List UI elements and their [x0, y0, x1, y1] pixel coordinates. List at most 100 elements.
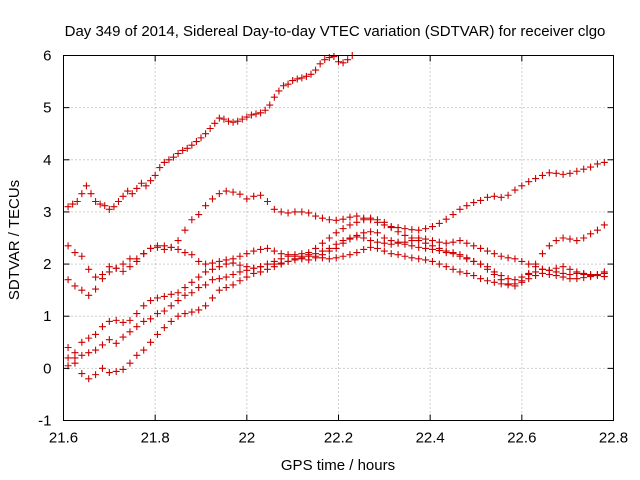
data-point — [195, 273, 203, 281]
data-point — [456, 205, 464, 213]
plot-frame — [63, 55, 614, 421]
y-tick-label: 2 — [43, 256, 51, 273]
data-point — [64, 203, 72, 211]
data-point — [78, 286, 86, 294]
data-point — [202, 260, 210, 268]
data-point — [600, 273, 608, 281]
data-point — [174, 150, 182, 158]
data-point — [353, 218, 361, 226]
data-point — [428, 237, 436, 245]
data-point — [78, 370, 86, 378]
data-point — [428, 257, 436, 265]
data-point — [160, 324, 168, 332]
data-point — [167, 290, 175, 298]
data-point — [243, 250, 251, 258]
axis-ticks: 21.6 21.8 22 22.2 22.4 22.6 22.8 -1 0 1 2 3 4 5 6 — [38, 48, 628, 447]
data-point — [312, 212, 320, 220]
data-point — [325, 244, 333, 252]
data-point — [257, 263, 265, 271]
data-point — [211, 119, 219, 127]
data-point — [325, 234, 333, 242]
data-point — [284, 80, 292, 88]
data-point — [470, 257, 478, 265]
data-point — [202, 302, 210, 310]
data-point — [119, 318, 127, 326]
data-point — [422, 256, 430, 264]
x-tick-label: 22.2 — [324, 430, 353, 447]
x-axis-label: GPS time / hours — [281, 457, 395, 474]
data-point — [291, 208, 299, 216]
data-point — [92, 371, 100, 379]
data-point — [346, 251, 354, 259]
data-point — [497, 276, 505, 284]
data-point — [270, 205, 278, 213]
data-point — [119, 333, 127, 341]
data-point — [298, 208, 306, 216]
data-point — [215, 114, 223, 122]
data-point — [147, 315, 155, 323]
data-point — [346, 234, 354, 242]
data-point — [435, 238, 443, 246]
data-point — [222, 187, 230, 195]
data-point — [208, 265, 216, 273]
data-point — [64, 242, 72, 250]
data-point — [195, 284, 203, 292]
data-point — [105, 263, 113, 271]
data-point — [477, 260, 485, 268]
data-point — [483, 265, 491, 273]
data-point — [188, 251, 196, 259]
data-point — [206, 125, 214, 132]
data-point — [573, 268, 581, 276]
data-point — [188, 278, 196, 286]
data-point — [490, 278, 498, 286]
data-point — [112, 367, 120, 375]
data-point — [545, 266, 553, 274]
data-point — [504, 254, 512, 262]
data-point — [332, 254, 340, 262]
data-point — [316, 60, 324, 68]
data-point — [339, 59, 347, 67]
data-point — [126, 328, 134, 336]
data-point — [456, 268, 464, 276]
data-point — [456, 251, 464, 259]
data-point — [98, 341, 106, 349]
data-point — [511, 186, 519, 194]
data-point — [215, 286, 223, 294]
data-point — [532, 175, 540, 183]
data-point — [593, 272, 601, 280]
data-point — [360, 234, 368, 242]
y-axis-label: SDTVAR / TECUs — [6, 180, 23, 300]
data-point — [339, 252, 347, 260]
data-point — [367, 228, 375, 236]
y-tick-label: 6 — [43, 48, 51, 65]
data-point — [126, 255, 134, 263]
data-point — [126, 359, 134, 367]
data-point — [128, 190, 136, 198]
data-point — [140, 346, 148, 354]
data-point — [344, 56, 352, 64]
x-tick-label: 22.6 — [507, 430, 536, 447]
data-point — [170, 153, 177, 161]
data-point — [208, 294, 216, 302]
data-point — [463, 269, 471, 277]
data-point — [566, 235, 574, 243]
data-point — [422, 225, 430, 233]
data-point — [147, 244, 155, 252]
data-point — [518, 257, 526, 265]
series-6 — [64, 233, 608, 362]
data-point — [353, 249, 361, 257]
data-point — [119, 192, 127, 200]
data-point — [380, 247, 388, 255]
y-tick-label: 3 — [43, 204, 51, 221]
data-point — [188, 141, 196, 149]
data-point — [477, 196, 485, 204]
data-point — [353, 233, 361, 241]
data-point — [442, 239, 450, 247]
data-point — [593, 226, 601, 234]
data-point — [105, 205, 113, 213]
data-point — [238, 115, 246, 123]
data-point — [133, 184, 141, 192]
data-point — [225, 117, 232, 125]
data-point — [490, 271, 498, 278]
data-point — [181, 249, 189, 257]
